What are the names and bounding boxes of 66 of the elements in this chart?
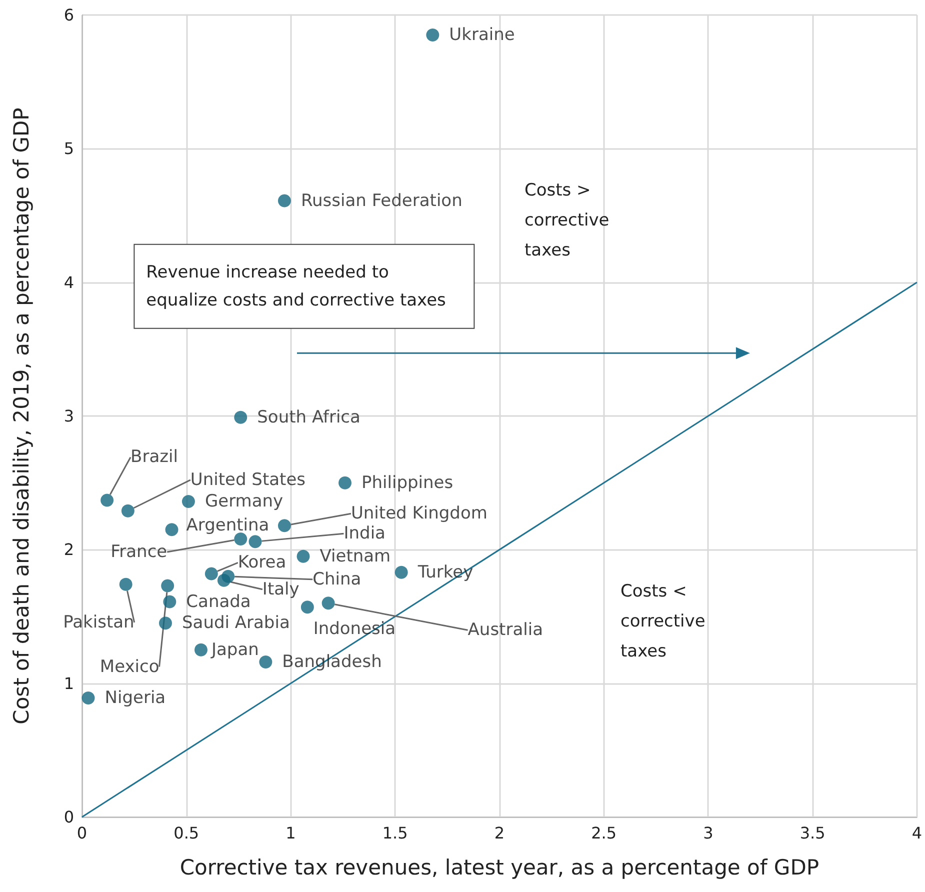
point [278, 519, 291, 532]
annotation: Costs > corrective taxes [524, 180, 615, 260]
x-tick-label: 1.5 [382, 824, 408, 842]
x-tick-label: 0.5 [174, 824, 200, 842]
point [182, 495, 195, 508]
annotation: Revenue increase needed to equalize costs and corrective taxes [146, 262, 446, 310]
x-tick-label: 1 [286, 824, 296, 842]
point [204, 567, 218, 580]
series-label: Philippines [361, 472, 454, 493]
y-tick-label: 4 [64, 272, 74, 292]
point [100, 494, 114, 507]
point [278, 194, 291, 208]
point [394, 566, 408, 579]
series-label: Pakistan [63, 612, 134, 632]
x-axis-title: Corrective tax revenues, latest year, as a percentage of GDP [180, 856, 820, 880]
text: France [110, 542, 168, 562]
y-tick-label: 6 [64, 6, 74, 24]
point [161, 579, 174, 592]
series-label: Saudi Arabia [182, 613, 290, 634]
series-label: Ukraine [449, 25, 515, 46]
point [426, 28, 440, 42]
point [194, 643, 208, 656]
point [338, 476, 352, 490]
point [163, 595, 176, 608]
series-label: Korea [238, 552, 286, 573]
y-tick-label: 1 [64, 674, 74, 693]
point [300, 600, 314, 614]
text: United States [190, 470, 306, 490]
y-axis-title: Cost of death and disability, 2019, as a percentage of GDP [10, 108, 34, 724]
series-label: Nigeria [104, 688, 166, 708]
point [259, 655, 272, 668]
point [121, 504, 134, 518]
text: Mexico [100, 656, 160, 677]
series-label: South Africa [257, 407, 360, 428]
point [119, 578, 132, 591]
series-label: Russian Federation [300, 190, 462, 211]
point [296, 550, 310, 563]
series-label: Japan [210, 640, 259, 660]
point [159, 616, 172, 630]
y-tick-label: 0 [64, 808, 74, 826]
x-tick-label: 4 [912, 824, 922, 842]
x-tick-label: 2.5 [591, 824, 617, 842]
x-tick-label: 2 [494, 824, 505, 842]
series-label: Canada [186, 592, 251, 612]
series-label: Argentina [186, 516, 270, 536]
text: Brazil [130, 447, 178, 468]
annotation: Costs < corrective taxes [620, 581, 711, 662]
series-label: Vietnam [320, 546, 391, 566]
point [322, 596, 335, 610]
point [248, 535, 262, 548]
x-tick-label: 3 [703, 824, 714, 842]
y-tick-label: 5 [64, 139, 74, 158]
x-tick-label: 3.5 [800, 824, 826, 842]
text: United Kingdom [350, 504, 488, 524]
y-tick-label: 3 [64, 406, 74, 426]
text: India [344, 524, 386, 544]
point [82, 692, 95, 705]
y-tick-label: 2 [64, 540, 74, 560]
point [165, 523, 178, 536]
x-tick-label: 0 [76, 824, 88, 842]
point [217, 574, 230, 587]
series-label: Germany [204, 492, 284, 512]
point [234, 410, 248, 424]
text: Australia [468, 620, 543, 640]
series-label: Italy [262, 579, 300, 600]
text: China [312, 569, 362, 590]
